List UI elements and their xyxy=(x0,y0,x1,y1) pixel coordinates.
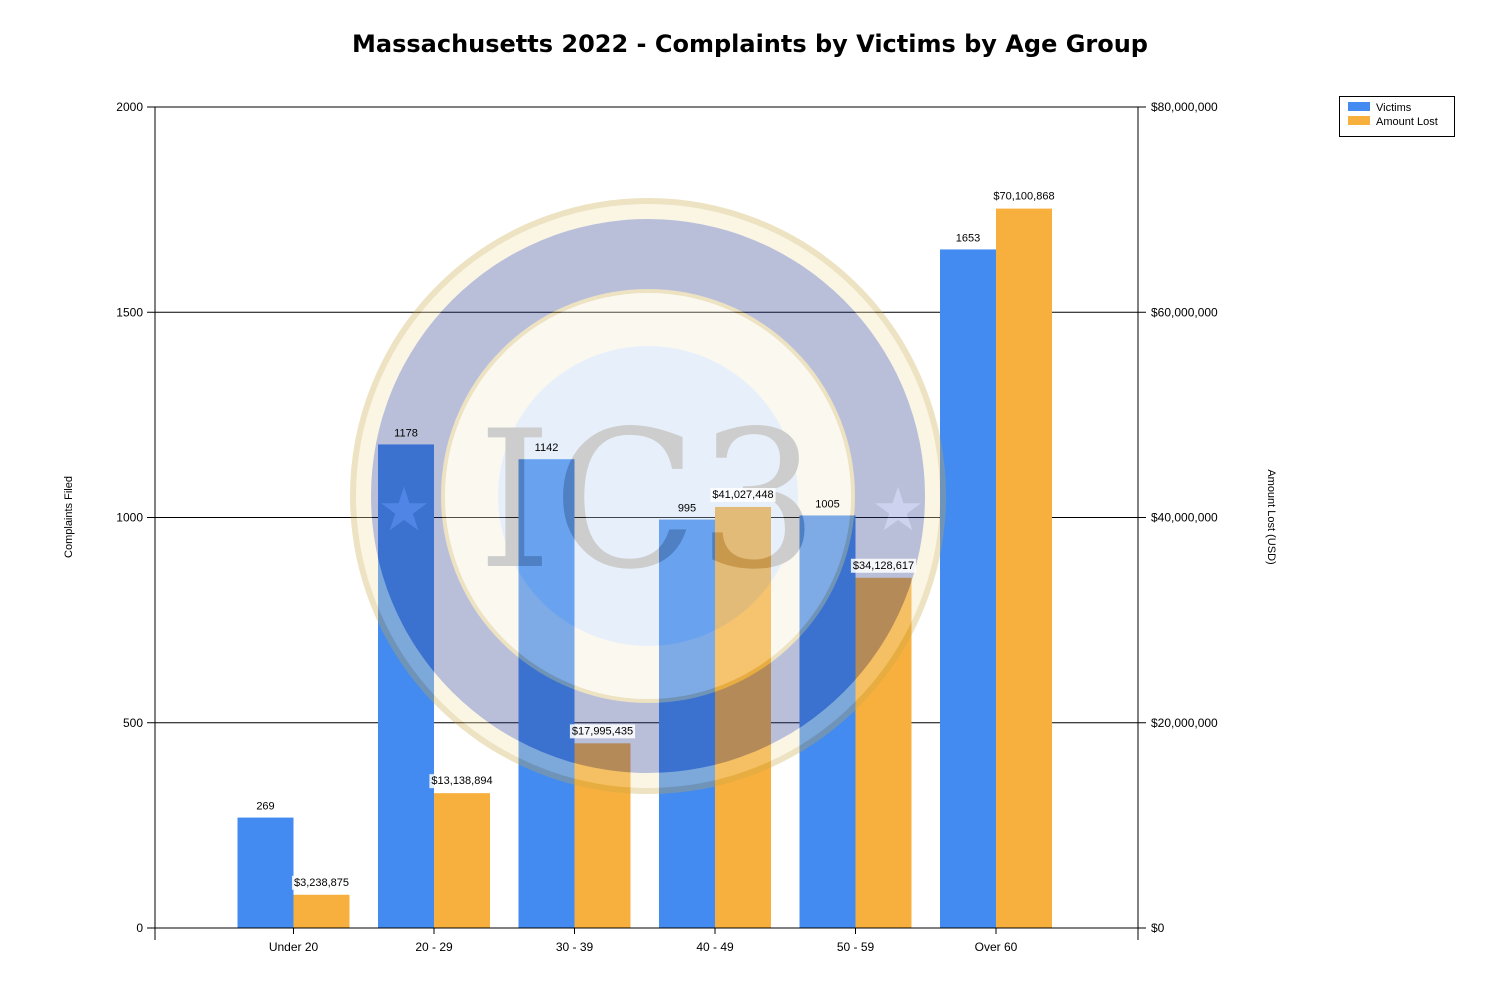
legend-label: Amount Lost xyxy=(1376,116,1438,128)
seal-inner-field xyxy=(441,289,855,703)
data-label-bg xyxy=(710,487,776,502)
bar-victims xyxy=(799,515,856,928)
data-label-amount: $41,027,448 xyxy=(712,489,773,501)
x-tick-label: Under 20 xyxy=(269,940,319,954)
x-tick-label: 20 - 29 xyxy=(415,940,453,954)
data-labels: 269 $3,238,875 1178 $13,138,894 1142 $17,995,… xyxy=(256,189,1057,890)
y2-tick-label: $60,000,000 xyxy=(1151,305,1218,319)
bar-victims xyxy=(659,519,715,928)
data-label-bg xyxy=(569,724,636,739)
data-label-amount: $70,100,868 xyxy=(993,191,1054,203)
bar-amount-lost xyxy=(434,793,490,928)
seal-star-right: ★ xyxy=(871,475,925,545)
data-label-victims: 269 xyxy=(256,801,274,813)
bar-amount-lost xyxy=(855,577,912,928)
bar-victims xyxy=(940,249,996,929)
y2-tick-label: $40,000,000 xyxy=(1151,511,1218,525)
bar-victims xyxy=(518,459,575,928)
x-tick-label: 30 - 39 xyxy=(556,940,594,954)
data-label-victims: 1653 xyxy=(956,232,980,244)
data-label-bg xyxy=(429,774,495,789)
data-label-amount: $34,128,617 xyxy=(853,560,914,572)
y-tick-label: 1000 xyxy=(116,511,143,525)
data-label-bg xyxy=(291,875,352,890)
data-label-bg xyxy=(991,189,1057,204)
axes: 0 $0 500 $20,000,000 1000 $40,000,000 1500 $60,… xyxy=(63,100,1277,954)
ic3-seal-watermark: IC3★ ★ xyxy=(350,198,946,794)
bar-victims xyxy=(237,817,294,928)
y-tick-label: 2000 xyxy=(116,100,143,114)
bar-amount-lost xyxy=(715,506,771,928)
y2-tick-label: $0 xyxy=(1151,921,1165,935)
seal-sky xyxy=(498,346,798,646)
chart-title: Massachusetts 2022 - Complaints by Victi… xyxy=(352,30,1148,58)
bars xyxy=(237,208,1052,929)
y2-tick-label: $20,000,000 xyxy=(1151,716,1218,730)
y-tick-label: 0 xyxy=(136,921,143,935)
y2-tick-label: $80,000,000 xyxy=(1151,100,1218,114)
data-label-victims: 1142 xyxy=(535,442,559,454)
bar-amount-lost xyxy=(574,743,631,928)
data-label-victims: 995 xyxy=(678,503,696,515)
y-axis-title: Complaints Filed xyxy=(63,476,75,558)
seal-outer-ring xyxy=(350,198,946,794)
bar-amount-lost xyxy=(293,894,350,928)
data-label-amount: $13,138,894 xyxy=(431,775,492,787)
y-tick-label: 1500 xyxy=(116,305,143,319)
x-tick-label: 40 - 49 xyxy=(696,940,734,954)
data-label-amount: $17,995,435 xyxy=(572,725,633,737)
legend: Victims Amount Lost xyxy=(1339,96,1455,137)
data-label-victims: 1005 xyxy=(815,498,839,510)
x-tick-label: 50 - 59 xyxy=(837,940,875,954)
y2-axis-title: Amount Lost (USD) xyxy=(1265,469,1277,564)
seal-blue-band xyxy=(371,219,925,773)
legend-swatch xyxy=(1348,116,1370,125)
bar-victims xyxy=(378,444,434,928)
bar-amount-lost xyxy=(996,208,1052,928)
seal-star-left: ★ xyxy=(377,475,431,545)
data-label-victims: 1178 xyxy=(394,427,418,439)
y-tick-label: 500 xyxy=(123,716,143,730)
x-tick-label: Over 60 xyxy=(975,940,1018,954)
legend-swatch xyxy=(1348,102,1370,111)
data-label-amount: $3,238,875 xyxy=(294,877,349,889)
legend-label: Victims xyxy=(1376,102,1412,114)
data-label-bg xyxy=(850,558,917,573)
